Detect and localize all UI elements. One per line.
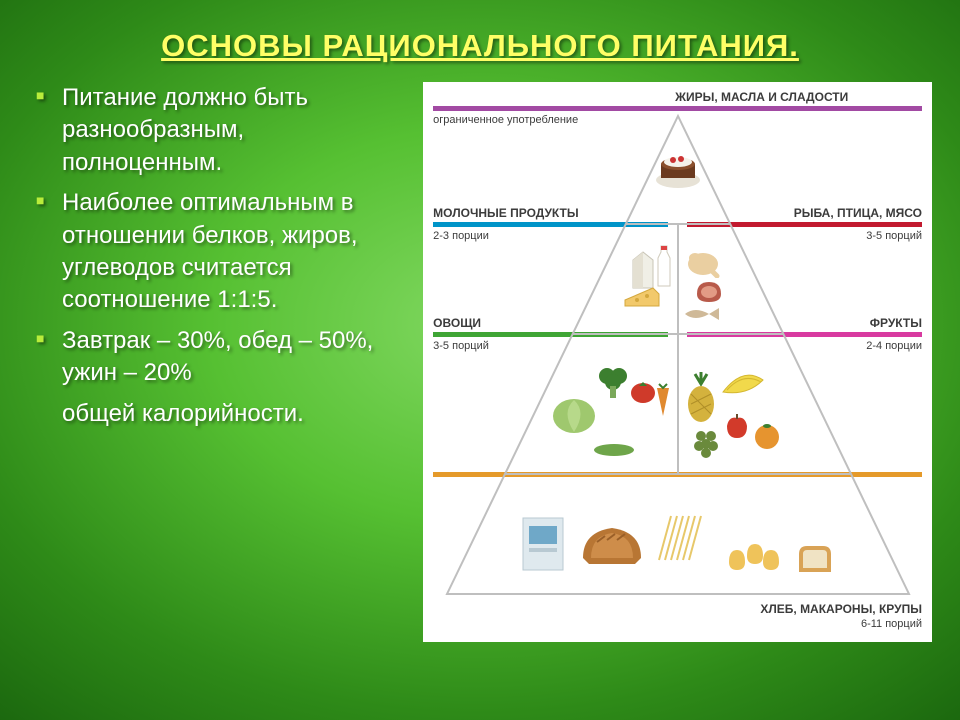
food-pyramid-diagram: ЖИРЫ, МАСЛА И СЛАДОСТИ ограниченное упот… — [423, 82, 932, 642]
grapes-icon — [691, 426, 721, 458]
chicken-icon — [685, 246, 721, 278]
tomato-icon — [629, 378, 657, 404]
apple-icon — [723, 412, 751, 440]
pineapple-icon — [685, 370, 717, 424]
list-item: Питание должно быть разнообразным, полно… — [36, 82, 405, 179]
content-area: Питание должно быть разнообразным, полно… — [0, 82, 960, 642]
broccoli-icon — [595, 366, 631, 400]
spaghetti-icon — [651, 512, 709, 564]
trailing-text: общей калорийности. — [36, 398, 405, 430]
page-title: ОСНОВЫ РАЦИОНАЛЬНОГО ПИТАНИЯ. — [0, 0, 960, 82]
pasta-icon — [723, 528, 783, 574]
bread-loaf-icon — [577, 518, 647, 568]
grain-box-icon — [519, 510, 569, 572]
banana-icon — [719, 370, 767, 398]
cabbage-icon — [551, 392, 597, 434]
cake-icon — [653, 144, 703, 190]
carrot-icon — [655, 382, 671, 418]
orange-icon — [753, 422, 781, 450]
cheese-icon — [623, 282, 661, 310]
bullet-list: Питание должно быть разнообразным, полно… — [36, 82, 405, 430]
bread-slice-icon — [793, 542, 835, 576]
cucumber-icon — [593, 442, 635, 458]
meat-icon — [693, 278, 725, 306]
fish-icon — [681, 304, 721, 324]
list-item: Завтрак – 30%, обед – 50%, ужин – 20% — [36, 325, 405, 390]
list-item: Наиболее оптимальным в отношении белков,… — [36, 187, 405, 317]
